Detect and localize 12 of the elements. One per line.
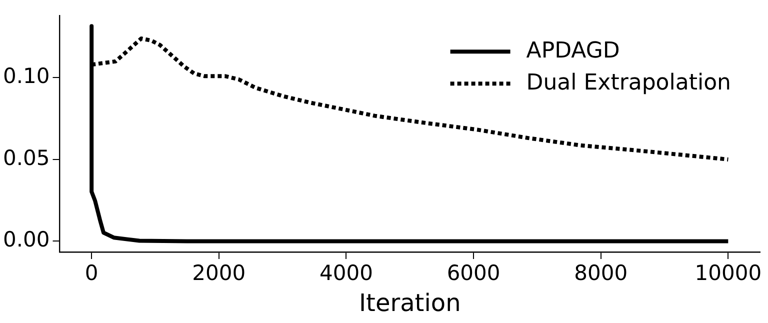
x-tick-label: 4000: [319, 261, 373, 286]
x-tick-label: 6000: [446, 261, 500, 286]
x-tick-label: 2000: [192, 261, 246, 286]
x-tick-label: 0: [84, 261, 98, 286]
x-axis-title: Iteration: [358, 288, 461, 317]
x-tick-label: 10000: [694, 261, 762, 286]
y-tick-label: 0.05: [2, 146, 50, 170]
legend-label: Dual Extrapolation: [526, 70, 731, 96]
legend-label: APDAGD: [526, 38, 620, 64]
y-tick-label: 0.00: [2, 228, 50, 252]
y-tick-label: 0.10: [2, 64, 50, 88]
x-tick-label: 8000: [574, 261, 628, 286]
